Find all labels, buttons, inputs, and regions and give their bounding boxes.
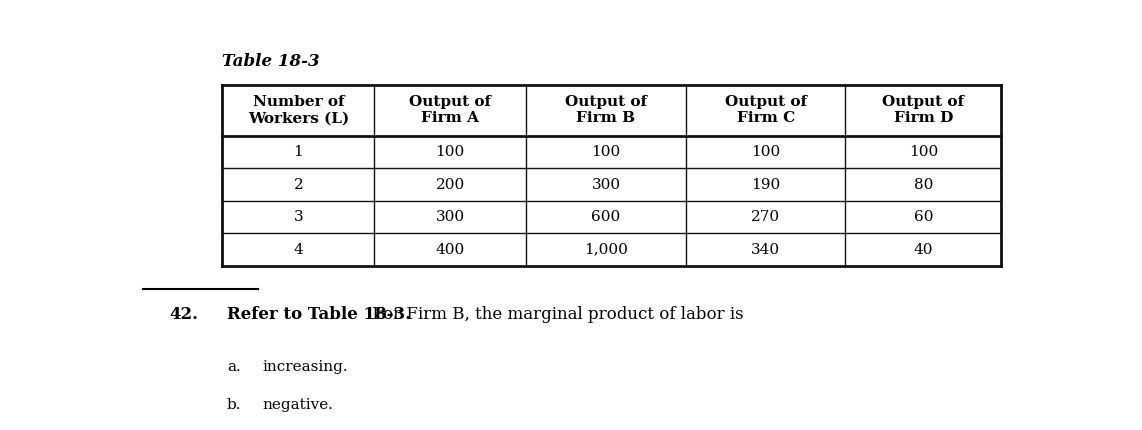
Text: 200: 200 <box>435 178 465 192</box>
Text: Refer to Table 18-3.: Refer to Table 18-3. <box>227 306 411 322</box>
Text: 300: 300 <box>435 210 465 224</box>
Text: a.: a. <box>227 360 241 374</box>
Text: For Firm B, the marginal product of labor is: For Firm B, the marginal product of labo… <box>367 306 743 322</box>
Text: 100: 100 <box>909 145 938 159</box>
Text: negative.: negative. <box>263 398 333 412</box>
Text: Output of
Firm B: Output of Firm B <box>565 95 648 126</box>
Text: 42.: 42. <box>169 306 199 322</box>
Text: 190: 190 <box>751 178 780 192</box>
Text: 60: 60 <box>914 210 933 224</box>
Text: 340: 340 <box>751 243 780 257</box>
Text: 1,000: 1,000 <box>584 243 628 257</box>
Text: Output of
Firm C: Output of Firm C <box>724 95 806 126</box>
Text: 270: 270 <box>751 210 780 224</box>
Text: 100: 100 <box>592 145 620 159</box>
Text: 600: 600 <box>592 210 620 224</box>
Text: Number of
Workers (L): Number of Workers (L) <box>248 95 349 126</box>
Text: b.: b. <box>227 398 241 412</box>
Text: Output of
Firm A: Output of Firm A <box>409 95 491 126</box>
Text: increasing.: increasing. <box>263 360 348 374</box>
Text: 400: 400 <box>435 243 465 257</box>
Text: 80: 80 <box>914 178 933 192</box>
Text: 4: 4 <box>293 243 304 257</box>
Text: 300: 300 <box>592 178 620 192</box>
Text: 40: 40 <box>914 243 933 257</box>
Text: Output of
Firm D: Output of Firm D <box>883 95 965 126</box>
Text: 100: 100 <box>435 145 465 159</box>
Text: 1: 1 <box>293 145 304 159</box>
Text: 100: 100 <box>751 145 780 159</box>
Text: 2: 2 <box>293 178 304 192</box>
Text: Table 18-3: Table 18-3 <box>223 53 320 70</box>
Bar <box>223 85 1002 266</box>
Text: 3: 3 <box>293 210 303 224</box>
